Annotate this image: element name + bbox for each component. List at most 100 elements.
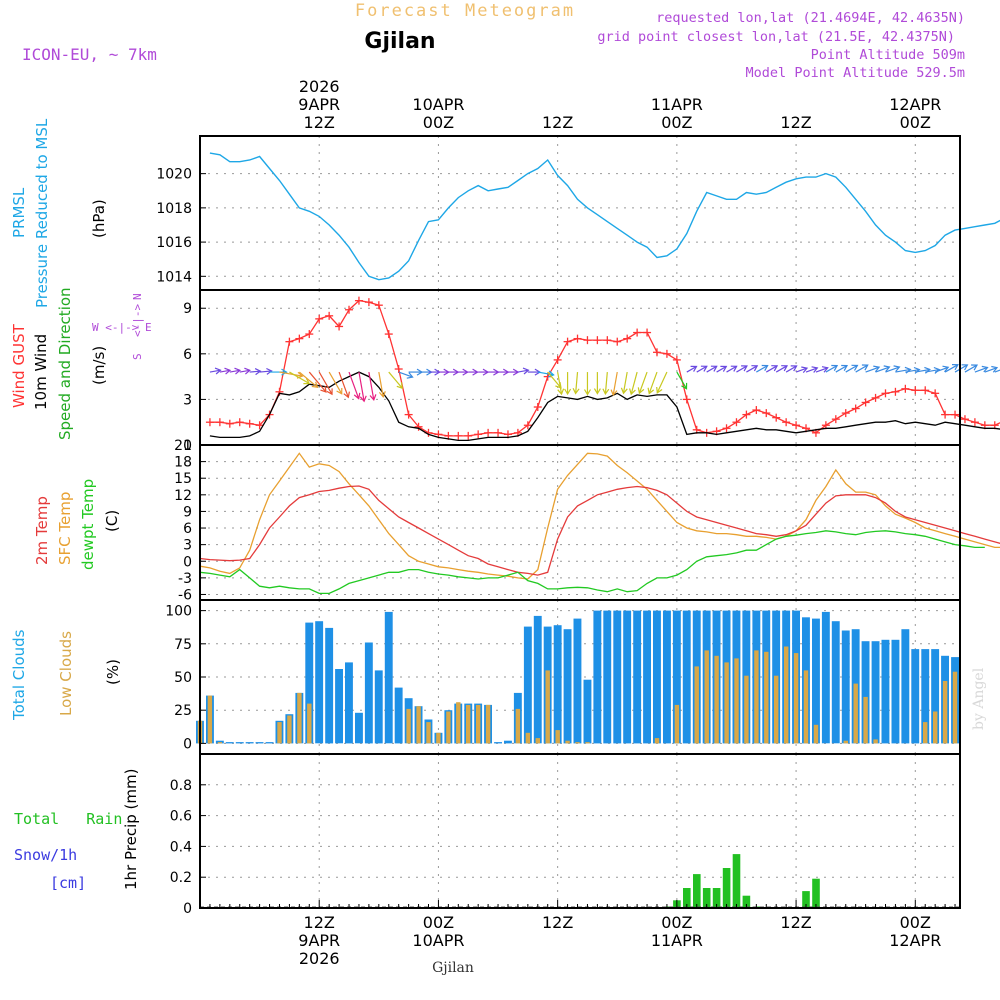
wind-arrow: [676, 371, 688, 390]
top-time-label: 00Z: [423, 113, 454, 132]
low-cloud-bar: [724, 662, 729, 744]
wind-dir-label: Speed and Direction: [56, 287, 74, 440]
total-cloud-bar: [603, 610, 612, 744]
y-tick-label: 9: [183, 301, 192, 317]
wind-arrow: [629, 371, 638, 396]
y-tick-label: 0.2: [170, 870, 192, 886]
total-cloud-bar: [633, 610, 642, 744]
wind-arrow: [564, 372, 572, 396]
dewpt-label: dewpt Temp: [79, 479, 97, 570]
frame-layer: [199, 135, 961, 909]
top-time-label: 9APR: [298, 95, 340, 114]
requested-coords: requested lon,lat (21.4694E, 42.4635N): [656, 10, 965, 26]
gust-marker: [871, 393, 880, 402]
low-cloud-bar: [714, 655, 719, 744]
wind-arrow: [756, 364, 769, 373]
gust-marker: [245, 419, 254, 428]
total-cloud-bar: [901, 629, 910, 744]
gust-marker: [941, 410, 950, 419]
low-clouds-label: Low Clouds: [57, 631, 75, 716]
wind-arrow: [209, 367, 222, 375]
temp-labels: 2m Temp SFC Temp dewpt Temp (C): [33, 479, 121, 570]
wind-arrow: [984, 365, 999, 373]
wind-arrow: [219, 367, 232, 375]
y-tick-label: 6: [183, 347, 192, 363]
bottom-time-label: 10APR: [412, 931, 464, 950]
low-cloud-bar: [694, 666, 699, 744]
y-tick-label: 75: [174, 637, 192, 653]
total-cloud-bar: [821, 611, 830, 744]
low-cloud-bar: [744, 675, 749, 744]
gust-marker: [891, 387, 900, 396]
low-cloud-bar: [952, 671, 958, 744]
wind-unit: (m/s): [90, 346, 108, 385]
y-tick-label: 6: [183, 521, 192, 537]
gust-marker: [364, 298, 373, 307]
top-time-label: 12Z: [780, 113, 811, 132]
y-tick-label: 0: [183, 901, 192, 917]
footer-location: Gjilan: [432, 960, 474, 976]
y-tick-label: 3: [183, 392, 192, 408]
prmsl-desc-label: Pressure Reduced to MSL: [33, 118, 51, 308]
total-cloud-bar: [235, 742, 244, 744]
total-cloud-bar: [573, 618, 582, 744]
total-cloud-bar: [871, 641, 880, 744]
gust-marker: [881, 389, 890, 398]
wind-arrow: [348, 371, 361, 400]
rain-bar: [683, 888, 691, 908]
wind-arrow: [338, 371, 350, 399]
top-time-label: 10APR: [412, 95, 464, 114]
temp2m-label: 2m Temp: [33, 496, 51, 565]
pressure-labels: PRMSL Pressure Reduced to MSL (hPa): [10, 118, 108, 308]
low-cloud-bar: [754, 650, 759, 744]
wind-arrow: [468, 368, 479, 376]
low-cloud-bar: [764, 651, 769, 744]
wind-arrow: [358, 371, 367, 403]
grid-layer: [200, 136, 960, 909]
chart-title: Forecast Meteogram: [355, 1, 575, 21]
gust-marker: [762, 409, 771, 418]
total-cloud-bar: [921, 649, 930, 744]
total-cloud-bar: [911, 649, 920, 744]
y-tick-label: 21: [174, 438, 192, 454]
total-cloud-bar: [682, 610, 691, 744]
wind-arrow: [517, 367, 530, 375]
gust-marker: [354, 296, 363, 305]
wind-arrow: [805, 366, 819, 373]
y-tick-label: 15: [174, 471, 192, 487]
rain-bar: [693, 874, 701, 908]
gust-marker: [583, 336, 592, 345]
gust-marker: [374, 301, 383, 310]
gust-marker: [742, 410, 751, 419]
total-rain-label: Total Rain: [14, 810, 122, 828]
total-cloud-bar: [533, 615, 542, 744]
wind-arrow: [706, 365, 718, 373]
y-tick-label: -3: [178, 571, 192, 587]
gust-marker: [732, 418, 741, 427]
y-tick-label: 0.8: [170, 778, 192, 794]
gust-marker: [841, 409, 850, 418]
prmsl-label: PRMSL: [10, 187, 28, 238]
compass-s: S: [131, 353, 144, 360]
total-cloud-bar: [613, 610, 622, 744]
snow-label: Snow/1h: [14, 846, 77, 864]
gust-marker: [335, 322, 344, 331]
low-cloud-bar: [873, 739, 878, 744]
wind-arrow: [696, 365, 708, 373]
gust-marker: [782, 418, 791, 427]
wind-arrow: [815, 366, 829, 373]
bottom-time-label: 12Z: [542, 913, 573, 932]
total-cloud-bar: [364, 642, 373, 744]
y-tick-label: 0.6: [170, 809, 192, 825]
gust-marker: [215, 418, 224, 427]
rain-bar: [722, 868, 731, 908]
panel-frame: [199, 753, 961, 909]
wind-arrow: [656, 371, 668, 394]
gust-marker: [414, 422, 423, 431]
sfc-label: SFC Temp: [56, 492, 74, 565]
wind-arrow: [964, 364, 979, 373]
low-cloud-bar: [456, 702, 461, 744]
low-cloud-bar: [575, 742, 580, 744]
wind-arrow: [498, 368, 510, 376]
low-cloud-bar: [466, 704, 471, 744]
